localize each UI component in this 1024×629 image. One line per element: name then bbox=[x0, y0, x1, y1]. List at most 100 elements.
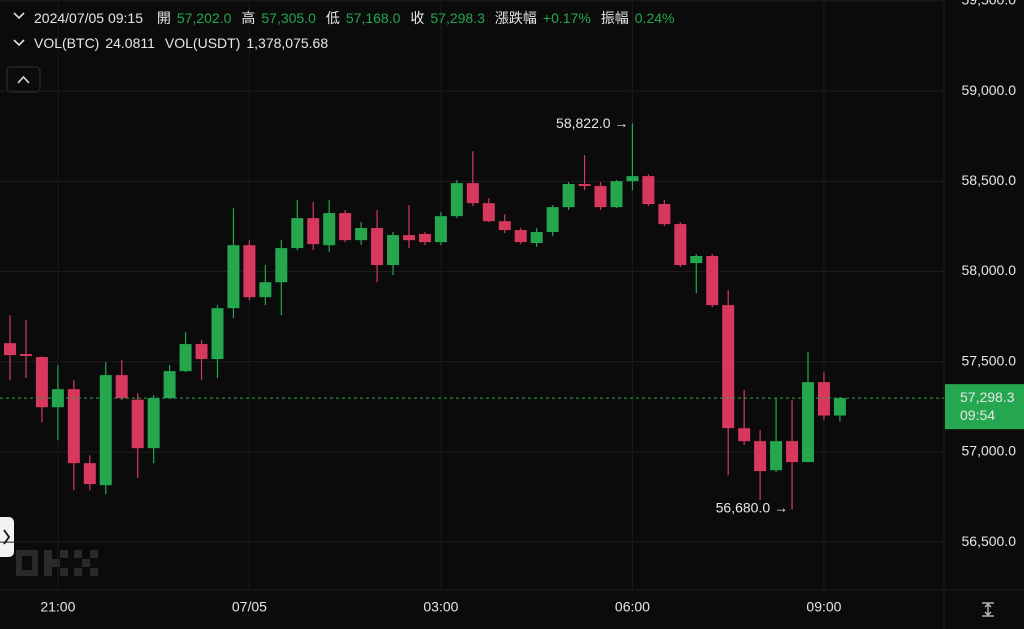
candle-body bbox=[642, 176, 655, 205]
candle-body bbox=[770, 441, 783, 471]
candle-body bbox=[275, 248, 288, 283]
field-value: 57,202.0 bbox=[176, 10, 232, 26]
candle-body bbox=[817, 382, 830, 416]
price-annotation: 56,680.0 → bbox=[716, 499, 788, 515]
candle-body bbox=[562, 184, 575, 208]
candle-body bbox=[259, 282, 272, 298]
field-label: 漲跌幅 bbox=[494, 10, 537, 26]
x-tick-label: 03:00 bbox=[423, 599, 458, 615]
candle-body bbox=[83, 463, 96, 485]
candle-time: 2024/07/05 09:15 bbox=[34, 10, 143, 26]
candle-body bbox=[786, 441, 799, 463]
candle-body bbox=[578, 184, 591, 187]
candle-body bbox=[243, 245, 256, 298]
volume-value: 1,378,075.68 bbox=[246, 35, 329, 51]
y-tick-label: 57,500.0 bbox=[962, 352, 1017, 368]
candle-body bbox=[690, 256, 703, 264]
candle-body bbox=[371, 228, 384, 266]
candle-body bbox=[387, 235, 400, 266]
candle-body bbox=[147, 398, 160, 449]
price-annotation: 58,822.0 → bbox=[556, 115, 628, 131]
candle-body bbox=[658, 204, 671, 225]
candle-body bbox=[67, 389, 80, 464]
last-price-label: 57,298.3 bbox=[960, 389, 1015, 405]
last-price-box bbox=[945, 384, 1024, 430]
candle-body bbox=[738, 428, 751, 442]
candle-body bbox=[706, 256, 719, 306]
candle-body bbox=[403, 235, 415, 241]
volume-label: VOL(USDT) bbox=[164, 35, 241, 51]
candle-body bbox=[35, 357, 48, 408]
candle-body bbox=[291, 218, 304, 249]
candle-body bbox=[211, 308, 224, 360]
field-label: 收 bbox=[410, 10, 425, 26]
chevron-down-icon bbox=[13, 12, 25, 20]
y-tick-label: 56,500.0 bbox=[962, 533, 1017, 549]
candle-body bbox=[339, 213, 352, 241]
candle-body bbox=[115, 375, 128, 399]
x-tick-label: 21:00 bbox=[40, 599, 75, 615]
grid bbox=[0, 0, 944, 590]
field-value: 57,305.0 bbox=[261, 10, 316, 26]
x-tick-label: 06:00 bbox=[615, 599, 650, 615]
ohlc-header: 2024/07/05 09:15 開 57,202.0 高 57,305.0 低 57,1… bbox=[34, 8, 690, 28]
chevron-down-icon bbox=[13, 39, 25, 47]
candle-body bbox=[514, 230, 527, 243]
candle-body bbox=[99, 375, 112, 486]
candle-body bbox=[163, 371, 176, 399]
candle-body bbox=[434, 216, 447, 243]
candle-body bbox=[179, 344, 192, 372]
candle-body bbox=[51, 389, 64, 408]
y-tick-label: 58,500.0 bbox=[962, 172, 1017, 188]
collapse-button[interactable] bbox=[6, 66, 41, 93]
chevron-up-icon bbox=[17, 75, 30, 84]
volume-value: 24.0811 bbox=[105, 35, 155, 51]
candle-body bbox=[674, 224, 687, 266]
chevron-right-icon bbox=[3, 529, 11, 545]
volume-label: VOL(BTC) bbox=[34, 35, 100, 51]
volume-header: VOL(BTC) 24.0811 VOL(USDT) 1,378,075.68 bbox=[34, 35, 344, 51]
y-tick-label: 59,000.0 bbox=[962, 82, 1017, 98]
last-price-time: 09:54 bbox=[960, 407, 995, 423]
candle-body bbox=[546, 207, 559, 233]
fit-icon[interactable] bbox=[982, 602, 994, 617]
x-tick-label: 07/05 bbox=[232, 599, 267, 615]
field-label: 開 bbox=[156, 10, 171, 26]
candle-body bbox=[4, 343, 16, 356]
watermark bbox=[16, 550, 98, 576]
candle-body bbox=[594, 186, 607, 208]
x-tick-label: 09:00 bbox=[806, 599, 841, 615]
candle-body bbox=[722, 305, 735, 429]
candle-body bbox=[833, 398, 846, 416]
field-label: 低 bbox=[325, 10, 340, 26]
field-value: +0.17% bbox=[542, 10, 591, 26]
candle-body bbox=[530, 232, 543, 244]
field-label: 振幅 bbox=[600, 10, 629, 26]
y-tick-label: 57,000.0 bbox=[962, 443, 1017, 459]
field-value: 57,168.0 bbox=[345, 10, 401, 26]
candle-body bbox=[610, 181, 623, 208]
candle-body bbox=[450, 183, 463, 217]
candle-body bbox=[466, 183, 479, 204]
field-value: 0.24% bbox=[634, 10, 675, 26]
side-tab[interactable] bbox=[0, 517, 14, 557]
y-tick-label: 59,500.0 bbox=[962, 0, 1017, 8]
candle-body bbox=[626, 176, 639, 182]
candle-body bbox=[19, 354, 32, 356]
candle-body bbox=[498, 221, 511, 231]
candle-body bbox=[227, 245, 240, 309]
candle-body bbox=[307, 218, 320, 245]
candle-body bbox=[754, 441, 767, 472]
candle-body bbox=[482, 203, 495, 222]
candle-body bbox=[323, 213, 336, 246]
candle-body bbox=[418, 234, 431, 243]
field-label: 高 bbox=[241, 10, 256, 26]
candle-body bbox=[802, 382, 814, 463]
candle-body bbox=[131, 399, 144, 449]
candle-body bbox=[195, 344, 208, 360]
field-value: 57,298.3 bbox=[430, 10, 485, 26]
candle-body bbox=[355, 228, 368, 241]
y-tick-label: 58,000.0 bbox=[962, 262, 1017, 278]
